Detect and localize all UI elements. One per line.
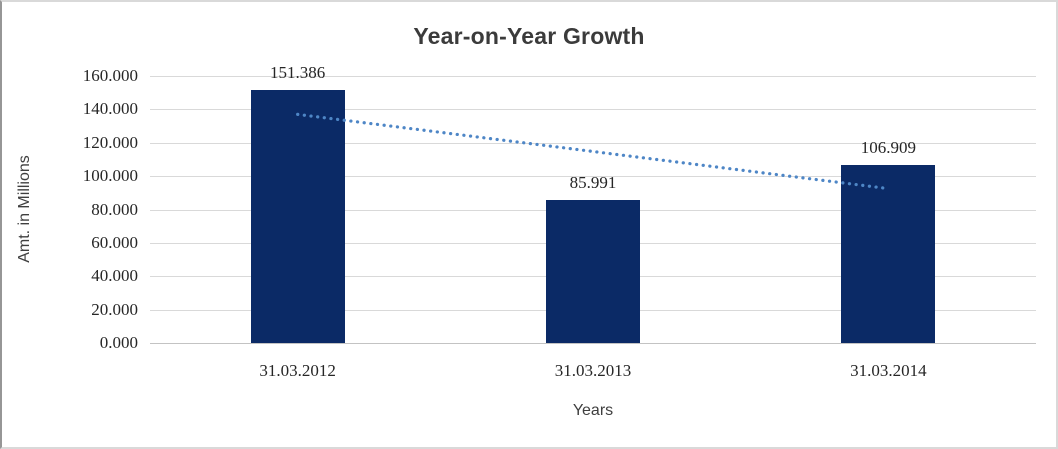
x-axis-title: Years: [572, 402, 614, 419]
gridline: [150, 142, 1036, 144]
x-tick-label: 31.03.2014: [850, 361, 927, 380]
y-tick-label: 80.000: [91, 199, 138, 219]
gridline: [150, 176, 1036, 178]
gridline: [150, 109, 1036, 111]
y-tick-label: 140.000: [82, 99, 138, 119]
x-tick-label: 31.03.2013: [554, 361, 632, 380]
y-tick-label: 20.000: [91, 299, 138, 319]
y-tick-label: 60.000: [91, 232, 138, 252]
bar-data-label: 151.386: [270, 63, 326, 83]
x-axis-line: [150, 343, 1036, 344]
bar-data-label: 85.991: [569, 172, 617, 192]
trendline: [296, 112, 890, 191]
x-tick-label: 31.03.2012: [259, 361, 336, 380]
y-tick-label: 0.000: [99, 333, 138, 352]
bar-data-label: 106.909: [860, 137, 916, 157]
bar-31.03.2012: [250, 90, 345, 343]
y-tick-label: 40.000: [91, 266, 138, 286]
y-tick-label: 120.000: [82, 132, 138, 152]
bar-31.03.2014: [841, 164, 936, 343]
y-tick-label: 100.000: [82, 166, 138, 186]
plot-area: 151.386 85.991 106.909: [150, 63, 1036, 344]
bar-31.03.2013: [546, 199, 640, 343]
gridline: [150, 76, 1036, 77]
chart-title: Year-on-Year Growth: [413, 23, 645, 49]
y-tick-label: 160.000: [82, 66, 138, 85]
